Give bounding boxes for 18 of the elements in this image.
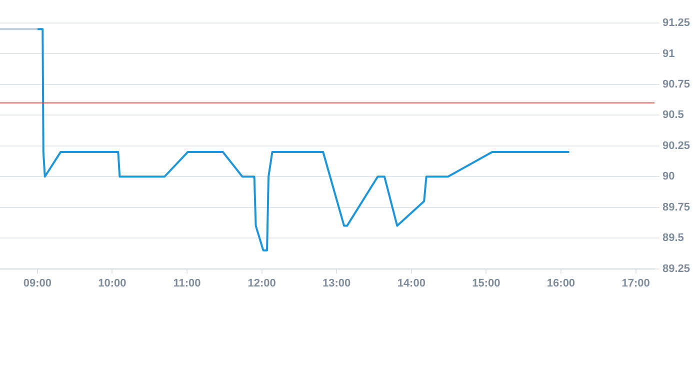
x-tick-label: 14:00 bbox=[397, 277, 426, 290]
x-tick-label: 12:00 bbox=[248, 277, 276, 290]
x-tick-label: 10:00 bbox=[98, 277, 126, 290]
x-tick-label: 17:00 bbox=[622, 277, 650, 290]
x-tick-label: 13:00 bbox=[322, 277, 351, 290]
y-tick-label: 90 bbox=[662, 170, 675, 183]
y-tick-label: 90.5 bbox=[662, 109, 684, 122]
x-tick-label: 15:00 bbox=[472, 277, 500, 290]
x-tick-label: 11:00 bbox=[173, 277, 201, 290]
y-tick-label: 90.75 bbox=[662, 78, 690, 90]
y-tick-label: 90.25 bbox=[662, 140, 690, 152]
y-tick-label: 91.25 bbox=[662, 17, 690, 30]
y-tick-label: 89.5 bbox=[662, 232, 684, 244]
x-tick-label: 09:00 bbox=[23, 277, 52, 290]
y-tick-label: 89.75 bbox=[662, 201, 690, 214]
x-tick-label: 16:00 bbox=[546, 277, 576, 290]
y-tick-label: 91 bbox=[662, 48, 675, 60]
y-tick-label: 89.25 bbox=[662, 262, 690, 275]
